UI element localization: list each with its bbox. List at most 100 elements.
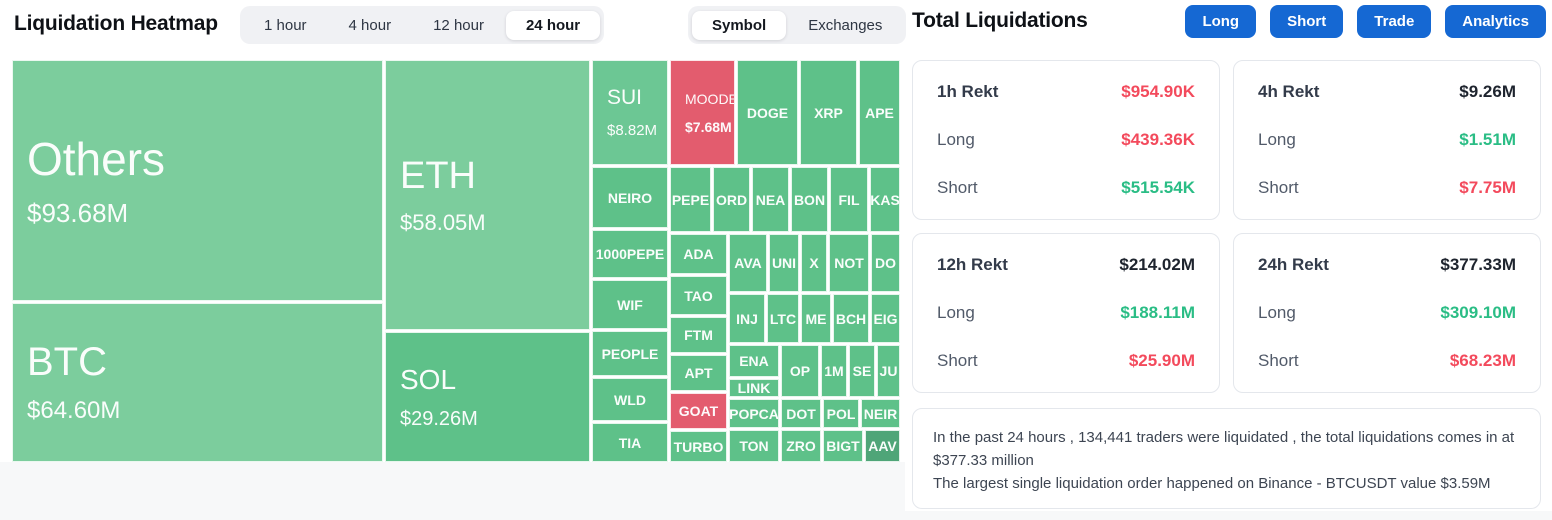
tile-others[interactable]: Others $93.68M	[12, 60, 383, 301]
tile-tao[interactable]: TAO	[670, 276, 727, 315]
row-label: 24h Rekt	[1258, 255, 1329, 274]
tile-ju[interactable]: JU	[877, 345, 900, 397]
tile-xrp[interactable]: XRP	[800, 60, 857, 165]
tile-symbol: APE	[865, 104, 894, 121]
tile-nea[interactable]: NEA	[752, 167, 789, 232]
tile-ord[interactable]: ORD	[713, 167, 750, 232]
tile-ava[interactable]: AVA	[729, 234, 767, 292]
tile-value: $93.68M	[27, 198, 129, 228]
tile-aav[interactable]: AAV	[865, 430, 900, 462]
tile-symbol: BON	[793, 191, 826, 208]
tile-op[interactable]: OP	[781, 345, 819, 397]
tile-do[interactable]: DO	[871, 234, 900, 292]
tile-1000pepe[interactable]: 1000PEPE	[592, 230, 668, 278]
row-label: Long	[937, 130, 975, 149]
tile-symbol: APT	[684, 365, 713, 381]
tile-symbol: XRP	[814, 104, 843, 121]
tile-eig[interactable]: EIG	[871, 294, 900, 343]
row-label: 4h Rekt	[1258, 82, 1320, 101]
row-value: $188.11M	[1120, 303, 1195, 322]
tile-neir[interactable]: NEIR	[861, 399, 900, 428]
tile-symbol: POPCA	[729, 405, 779, 422]
tile-symbol: SUI	[607, 86, 643, 109]
timeframe-4-hour[interactable]: 4 hour	[348, 16, 392, 34]
tile-ena[interactable]: ENA	[729, 345, 779, 377]
tile-symbol: POL	[826, 405, 856, 422]
row-value: $7.75M	[1459, 178, 1516, 197]
short-button[interactable]: Short	[1270, 5, 1344, 38]
tile-ada[interactable]: ADA	[670, 234, 727, 274]
tile-bch[interactable]: BCH	[833, 294, 869, 343]
tile-bon[interactable]: BON	[791, 167, 828, 232]
tile-btc[interactable]: BTC $64.60M	[12, 303, 383, 462]
tile-symbol: ZRO	[786, 438, 816, 454]
tile-bigt[interactable]: BIGT	[823, 430, 863, 462]
long-button[interactable]: Long	[1185, 5, 1257, 38]
tile-apt[interactable]: APT	[670, 355, 727, 391]
tile-me[interactable]: ME	[801, 294, 831, 343]
tile-symbol: DOT	[786, 405, 816, 422]
tile-pol[interactable]: POL	[823, 399, 859, 428]
rekt-card-24h: 24h Rekt $377.33M Long $309.10M Short $68.23M	[1233, 233, 1541, 393]
tile-people[interactable]: PEOPLE	[592, 331, 668, 376]
tile-symbol: AVA	[734, 255, 762, 271]
trade-button[interactable]: Trade	[1357, 5, 1432, 38]
view-exchanges[interactable]: Exchanges	[808, 16, 883, 34]
row-label: Short	[937, 178, 978, 197]
page-title: Liquidation Heatmap	[14, 12, 218, 35]
tile-tia[interactable]: TIA	[592, 423, 668, 462]
rekt-card-12h: 12h Rekt $214.02M Long $188.11M Short $25.90M	[912, 233, 1220, 393]
tile-doge[interactable]: DOGE	[737, 60, 798, 165]
summary-note-line2: The largest single liquidation order hap…	[933, 475, 1491, 492]
tile-1m[interactable]: 1M	[821, 345, 847, 397]
tile-symbol: GOAT	[678, 403, 719, 419]
timeframe-1-hour[interactable]: 1 hour	[264, 16, 307, 34]
tile-ltc[interactable]: LTC	[767, 294, 799, 343]
tile-neiro[interactable]: NEIRO	[592, 167, 668, 228]
view-symbol[interactable]: Symbol	[692, 10, 787, 40]
rekt-card-1h: 1h Rekt $954.90K Long $439.36K Short $515.54K	[912, 60, 1220, 220]
tile-symbol: BIGT	[826, 438, 860, 454]
tile-symbol: PEOPLE	[601, 345, 659, 362]
tile-pepe[interactable]: PEPE	[670, 167, 711, 232]
tile-not[interactable]: NOT	[829, 234, 869, 292]
tile-ftm[interactable]: FTM	[670, 317, 727, 353]
tile-wif[interactable]: WIF	[592, 280, 668, 329]
tile-fil[interactable]: FIL	[830, 167, 868, 232]
tile-symbol: SE	[852, 363, 872, 379]
tile-popca[interactable]: POPCA	[729, 399, 779, 428]
tile-wld[interactable]: WLD	[592, 378, 668, 421]
tile-uni[interactable]: UNI	[769, 234, 799, 292]
tile-symbol: INJ	[736, 310, 758, 327]
tile-turbo[interactable]: TURBO	[670, 431, 727, 462]
tile-link[interactable]: LINK	[729, 379, 779, 397]
row-label: 12h Rekt	[937, 255, 1008, 274]
tile-inj[interactable]: INJ	[729, 294, 765, 343]
analytics-button[interactable]: Analytics	[1445, 5, 1546, 38]
tile-eth[interactable]: ETH $58.05M	[385, 60, 590, 330]
rekt-card-12h-short-row: Short $25.90M	[937, 351, 1195, 371]
tile-kas[interactable]: KAS	[870, 167, 900, 232]
tile-mooden[interactable]: MOODEN $7.68M	[670, 60, 735, 165]
tile-dot[interactable]: DOT	[781, 399, 821, 428]
timeframe-24-hour[interactable]: 24 hour	[505, 10, 601, 40]
tile-symbol: AAV	[868, 438, 897, 454]
tile-symbol: TURBO	[673, 438, 724, 455]
timeframe-12-hour[interactable]: 12 hour	[433, 16, 484, 34]
rekt-card-12h-title-row: 12h Rekt $214.02M	[937, 255, 1195, 275]
row-label: Long	[1258, 303, 1296, 322]
tile-ton[interactable]: TON	[729, 430, 779, 462]
background-strip-right	[905, 511, 1552, 520]
tile-ape[interactable]: APE	[859, 60, 900, 165]
tile-se[interactable]: SE	[849, 345, 875, 397]
tile-zro[interactable]: ZRO	[781, 430, 821, 462]
row-value: $309.10M	[1440, 303, 1516, 322]
tile-x[interactable]: X	[801, 234, 827, 292]
tile-sui[interactable]: SUI $8.82M	[592, 60, 668, 165]
row-value: $954.90K	[1121, 82, 1195, 101]
tile-goat[interactable]: GOAT	[670, 393, 727, 429]
timeframe-switch[interactable]: 1 hour 4 hour 12 hour 24 hour	[240, 6, 605, 44]
view-switch[interactable]: Symbol Exchanges	[688, 6, 907, 44]
tile-symbol: MOODEN	[685, 90, 734, 107]
tile-sol[interactable]: SOL $29.26M	[385, 332, 590, 462]
